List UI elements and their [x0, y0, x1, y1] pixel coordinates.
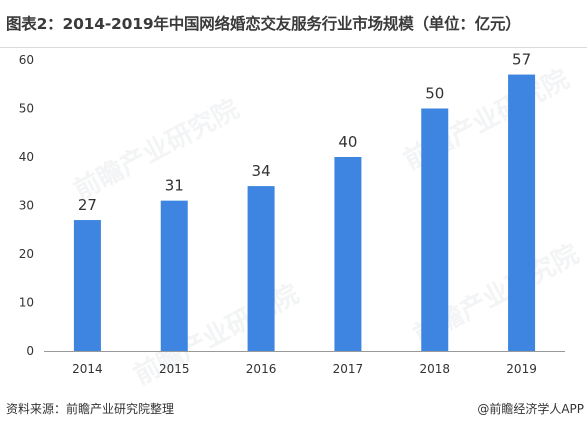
bar-2017 — [334, 157, 362, 351]
data-label-2018: 50 — [425, 85, 444, 103]
x-tick-label-2014: 2014 — [72, 362, 103, 376]
data-label-2016: 34 — [252, 162, 271, 180]
bar-2014 — [73, 220, 101, 351]
title-divider — [0, 47, 587, 48]
y-tick-label-50: 50 — [19, 102, 34, 116]
y-tick-label-20: 20 — [19, 247, 34, 261]
y-tick-label-60: 60 — [19, 53, 34, 67]
plot-area: 0 10 20 30 40 50 60 27 2014 31 2015 34 2016 40 2017 50 2… — [19, 51, 565, 376]
source-note: 资料来源：前瞻产业研究院整理 — [6, 402, 175, 416]
bar-2018 — [421, 108, 449, 351]
bar-2015 — [160, 200, 188, 351]
x-tick-label-2018: 2018 — [419, 362, 450, 376]
brand-credit: @前瞻经济学人APP — [477, 402, 584, 416]
bar-2016 — [247, 186, 275, 351]
y-tick-label-30: 30 — [19, 199, 34, 213]
y-tick-label-10: 10 — [19, 296, 34, 310]
bar-2019 — [508, 74, 536, 352]
y-tick-label-0: 0 — [26, 344, 34, 358]
x-tick-label-2017: 2017 — [333, 362, 364, 376]
watermark-text-3: 前瞻产业研究院 — [129, 278, 304, 391]
x-tick-label-2019: 2019 — [506, 362, 537, 376]
data-label-2017: 40 — [338, 133, 357, 151]
data-label-2015: 31 — [165, 177, 184, 195]
watermark-text-1: 前瞻产业研究院 — [69, 93, 244, 206]
watermarks: 前瞻产业研究院 前瞻产业研究院 前瞻产业研究院 前瞻产业研究院 — [69, 63, 584, 391]
y-tick-label-40: 40 — [19, 150, 34, 164]
x-tick-label-2016: 2016 — [246, 362, 277, 376]
x-tick-label-2015: 2015 — [159, 362, 190, 376]
data-label-2014: 27 — [78, 196, 97, 214]
data-label-2019: 57 — [512, 51, 531, 69]
chart-title: 图表2：2014-2019年中国网络婚恋交友服务行业市场规模（单位：亿元） — [6, 15, 521, 33]
